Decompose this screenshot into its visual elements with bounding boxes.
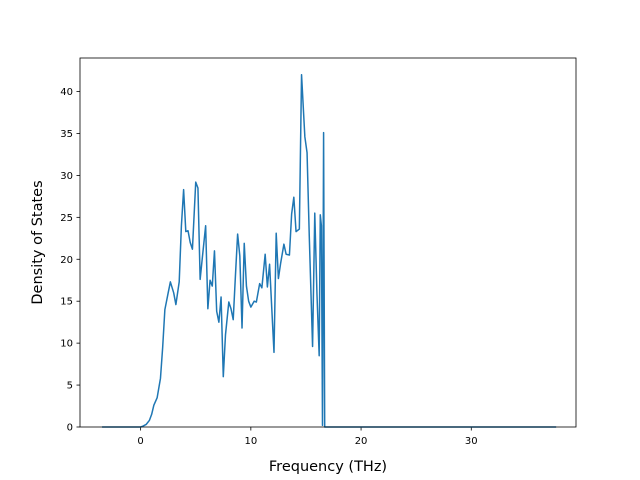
y-tick-label: 5 bbox=[67, 381, 73, 392]
y-tick-label: 20 bbox=[60, 255, 73, 266]
y-axis-ticks: 0 5 10 15 20 25 30 35 40 bbox=[60, 87, 80, 434]
x-tick-label: 0 bbox=[137, 436, 143, 447]
y-tick-label: 25 bbox=[60, 213, 73, 224]
y-tick-label: 10 bbox=[60, 339, 73, 350]
dos-series-line bbox=[102, 74, 557, 428]
x-tick-label: 20 bbox=[355, 436, 368, 447]
y-axis-label: Density of States bbox=[30, 180, 46, 304]
x-axis-label: Frequency (THz) bbox=[269, 459, 387, 475]
y-tick-label: 0 bbox=[67, 423, 73, 434]
y-tick-label: 40 bbox=[60, 87, 73, 98]
plot-frame bbox=[79, 57, 577, 428]
y-tick-label: 30 bbox=[60, 171, 73, 182]
y-tick-label: 35 bbox=[60, 129, 73, 140]
x-tick-label: 30 bbox=[465, 436, 478, 447]
x-axis-ticks: 0 10 20 30 bbox=[137, 427, 478, 447]
y-tick-label: 15 bbox=[60, 297, 73, 308]
x-tick-label: 10 bbox=[244, 436, 257, 447]
